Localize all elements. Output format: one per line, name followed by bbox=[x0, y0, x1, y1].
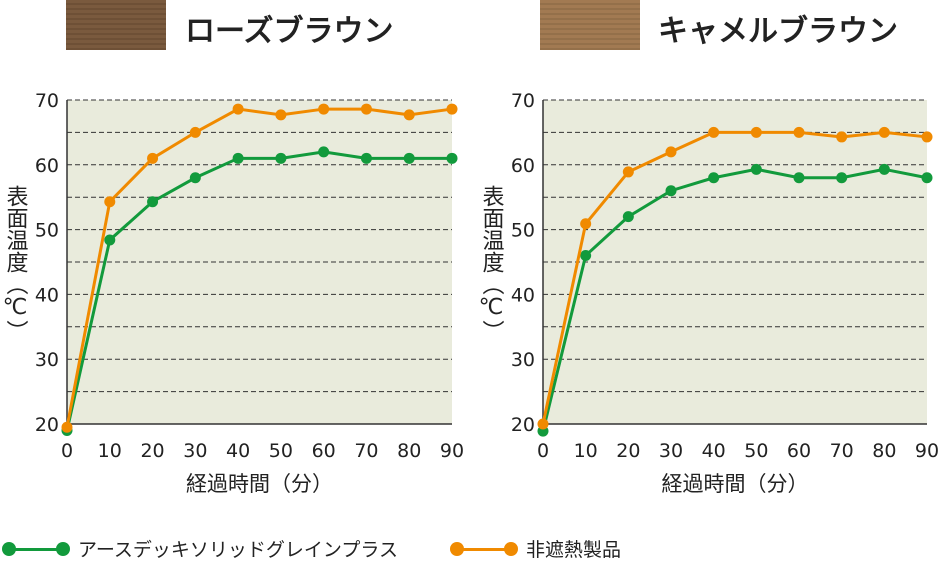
data-point bbox=[446, 152, 458, 164]
y-tick-label: 50 bbox=[35, 220, 59, 242]
data-point bbox=[665, 185, 677, 197]
x-tick-label: 10 bbox=[98, 440, 122, 462]
x-tick-label: 30 bbox=[183, 440, 207, 462]
data-point bbox=[921, 172, 933, 184]
data-point bbox=[750, 126, 762, 138]
y-tick-label: 20 bbox=[35, 414, 59, 436]
x-tick-label: 60 bbox=[787, 440, 811, 462]
data-point bbox=[793, 126, 805, 138]
x-tick-label: 40 bbox=[226, 440, 250, 462]
data-point bbox=[104, 234, 116, 246]
chart-title-camel-brown: キャメルブラウン bbox=[658, 14, 898, 49]
series-line bbox=[541, 167, 928, 432]
y-axis-title: 表面温度（℃） bbox=[3, 185, 29, 342]
data-point bbox=[537, 418, 549, 430]
x-axis-title: 経過時間（分） bbox=[662, 472, 809, 496]
data-point bbox=[147, 152, 159, 164]
data-point bbox=[878, 126, 890, 138]
camel-brown-swatch bbox=[540, 0, 640, 50]
y-tick-label: 70 bbox=[511, 90, 535, 112]
x-tick-label: 50 bbox=[269, 440, 293, 462]
data-point bbox=[793, 172, 805, 184]
data-point bbox=[189, 172, 201, 184]
legend-marker-orange bbox=[450, 541, 518, 557]
rose-brown-swatch bbox=[66, 0, 166, 50]
data-point bbox=[665, 146, 677, 158]
data-point bbox=[318, 146, 330, 158]
data-point bbox=[360, 152, 372, 164]
data-point bbox=[708, 126, 720, 138]
data-point bbox=[580, 218, 592, 230]
x-tick-label: 20 bbox=[616, 440, 640, 462]
y-tick-label: 60 bbox=[511, 155, 535, 177]
x-tick-label: 70 bbox=[354, 440, 378, 462]
data-point bbox=[403, 109, 415, 121]
y-tick-label: 60 bbox=[35, 155, 59, 177]
data-point bbox=[147, 196, 159, 208]
x-tick-label: 90 bbox=[915, 440, 939, 462]
x-axis-title: 経過時間（分） bbox=[186, 472, 333, 496]
y-tick-label: 70 bbox=[35, 90, 59, 112]
data-point bbox=[360, 103, 372, 115]
legend-label: 非遮熱製品 bbox=[526, 539, 622, 561]
data-point bbox=[921, 131, 933, 143]
data-point bbox=[750, 163, 762, 175]
data-point bbox=[189, 126, 201, 138]
data-point bbox=[836, 131, 848, 143]
y-tick-label: 40 bbox=[35, 284, 59, 306]
series-line bbox=[65, 150, 452, 431]
x-tick-label: 80 bbox=[872, 440, 896, 462]
chart-title-rose-brown: ローズブラウン bbox=[185, 14, 394, 49]
series-line bbox=[541, 130, 928, 425]
data-point bbox=[878, 163, 890, 175]
data-point bbox=[232, 152, 244, 164]
legend-label: アースデッキソリッドグレインプラス bbox=[78, 539, 398, 561]
data-point bbox=[61, 421, 73, 433]
y-tick-label: 20 bbox=[511, 414, 535, 436]
x-tick-label: 0 bbox=[61, 440, 73, 462]
x-tick-label: 20 bbox=[140, 440, 164, 462]
x-tick-label: 50 bbox=[744, 440, 768, 462]
x-tick-label: 0 bbox=[537, 440, 549, 462]
data-point bbox=[836, 172, 848, 184]
x-tick-label: 30 bbox=[659, 440, 683, 462]
x-tick-label: 70 bbox=[830, 440, 854, 462]
x-tick-label: 80 bbox=[397, 440, 421, 462]
x-tick-label: 60 bbox=[312, 440, 336, 462]
legend-marker-green bbox=[2, 541, 70, 557]
data-point bbox=[275, 152, 287, 164]
y-tick-label: 30 bbox=[35, 349, 59, 371]
y-axis-title: 表面温度（℃） bbox=[479, 185, 505, 342]
data-point bbox=[403, 152, 415, 164]
series-line bbox=[65, 107, 453, 428]
data-point bbox=[275, 109, 287, 121]
data-point bbox=[708, 172, 720, 184]
y-tick-label: 30 bbox=[511, 349, 535, 371]
x-tick-label: 40 bbox=[702, 440, 726, 462]
y-tick-label: 40 bbox=[511, 284, 535, 306]
x-tick-label: 90 bbox=[440, 440, 464, 462]
legend-item-orange: 非遮熱製品 bbox=[450, 535, 621, 562]
data-point bbox=[622, 166, 634, 178]
data-point bbox=[446, 103, 458, 115]
x-tick-label: 10 bbox=[574, 440, 598, 462]
y-tick-label: 50 bbox=[511, 220, 535, 242]
data-point bbox=[580, 250, 592, 262]
data-point bbox=[232, 103, 244, 115]
data-point bbox=[104, 196, 116, 208]
legend-item-green: アースデッキソリッドグレインプラス bbox=[2, 535, 398, 562]
data-point bbox=[318, 103, 330, 115]
data-point bbox=[622, 211, 634, 223]
